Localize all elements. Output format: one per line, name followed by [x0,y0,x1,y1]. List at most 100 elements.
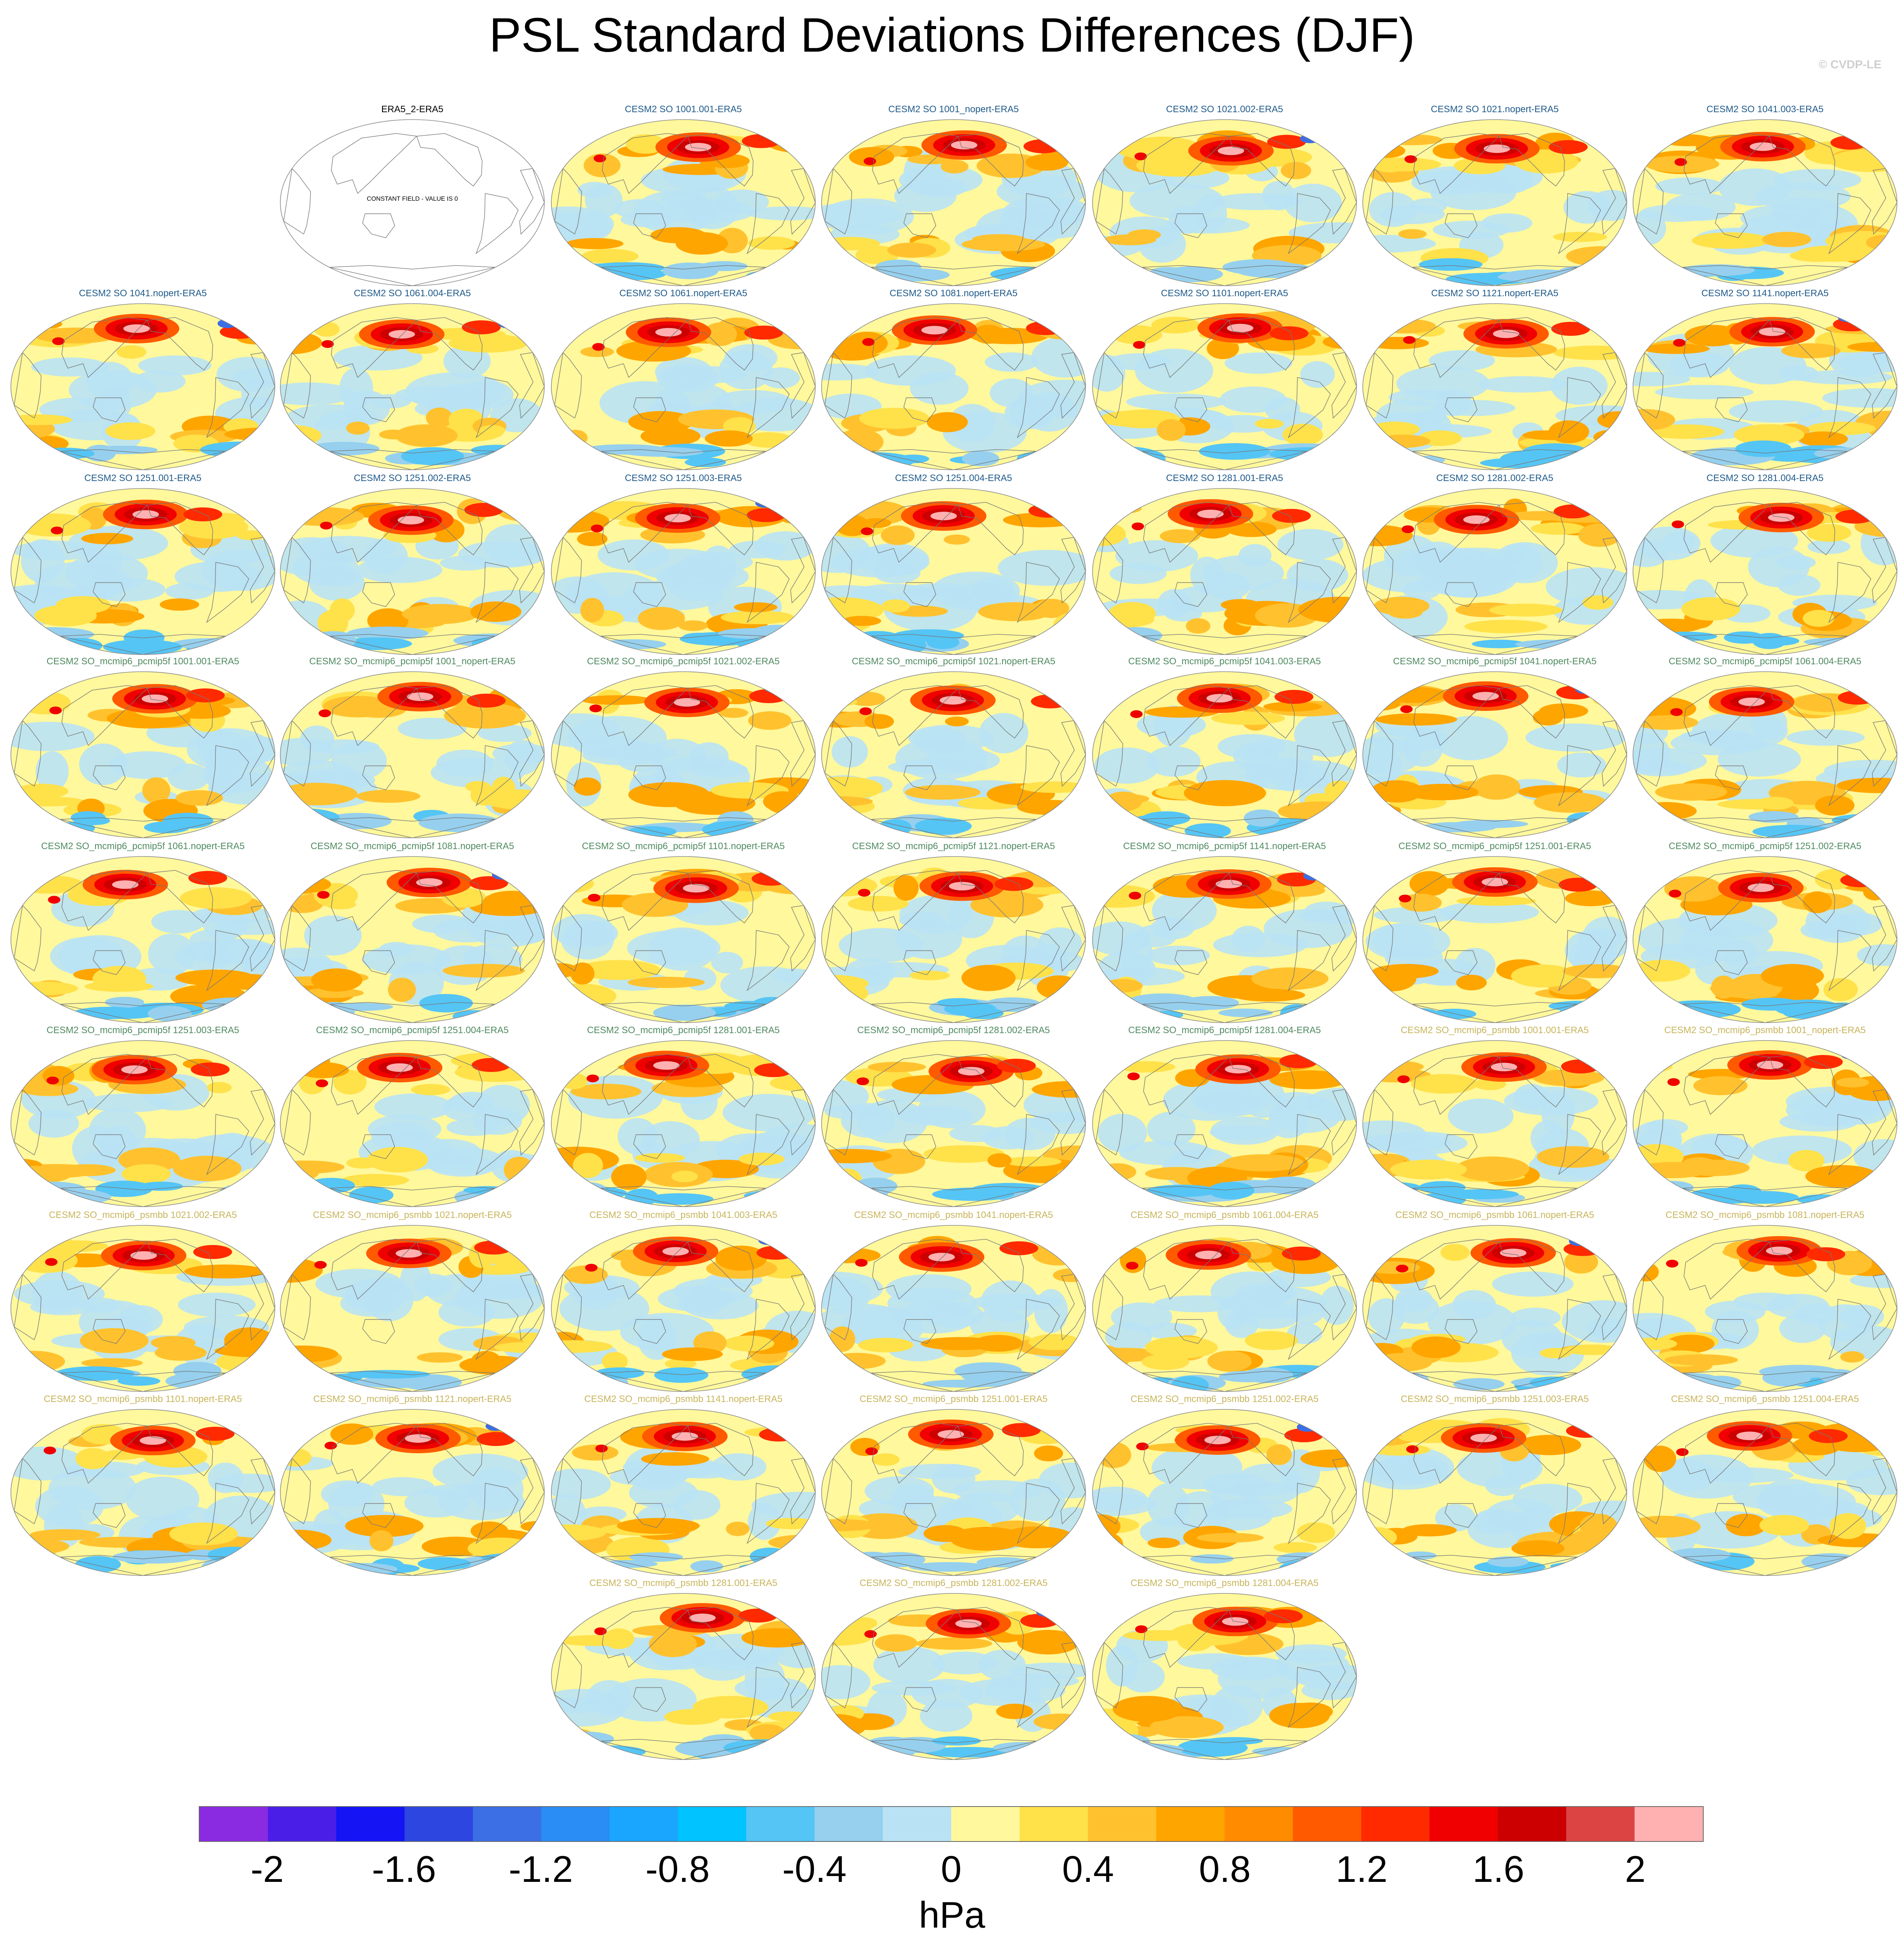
map-panel-title: CESM2 SO_mcmip6_pcmip5f 1251.004-ERA5 [316,1025,509,1035]
colorbar-swatch [746,1807,815,1841]
map-panel-title: CESM2 SO_mcmip6_pcmip5f 1021.002-ERA5 [587,656,780,667]
map-panel-plot [7,485,279,658]
map-panel: CESM2 SO 1251.001-ERA5 [7,473,279,658]
map-panel-plot [1629,116,1901,289]
map-panel-plot [7,1222,279,1395]
colorbar [199,1806,1704,1842]
map-panel-plot [1359,853,1631,1026]
map-panel-plot [818,1037,1089,1210]
map-panel: CESM2 SO_mcmip6_psmbb 1061.nopert-ERA5 [1359,1210,1631,1395]
map-panel-plot [547,485,819,658]
map-panel-title: CESM2 SO 1251.003-ERA5 [625,473,742,483]
map-panel: CESM2 SO 1021.002-ERA5 [1089,104,1360,289]
map-panel: CESM2 SO 1281.002-ERA5 [1359,473,1631,658]
map-panel-plot [7,669,279,841]
map-panel-title: CESM2 SO 1281.002-ERA5 [1436,473,1553,483]
map-panel-title: CESM2 SO 1141.nopert-ERA5 [1701,288,1829,299]
map-panel-plot [276,485,548,658]
map-panel: CESM2 SO 1041.003-ERA5 [1629,104,1901,289]
map-panel: CESM2 SO_mcmip6_psmbb 1281.001-ERA5 [547,1578,819,1763]
credit-watermark: © CVDP-LE [1818,58,1881,71]
map-panel-title: CESM2 SO 1061.nopert-ERA5 [619,288,747,299]
colorbar-tick-label: 0 [941,1848,962,1890]
map-panel: CESM2 SO 1121.nopert-ERA5 [1359,288,1631,473]
map-panel-title: CESM2 SO 1281.001-ERA5 [1166,473,1283,483]
map-panel-title: CESM2 SO_mcmip6_psmbb 1041.nopert-ERA5 [854,1210,1053,1220]
colorbar-swatch [473,1807,541,1841]
map-panel: CESM2 SO_mcmip6_pcmip5f 1281.002-ERA5 [818,1025,1089,1210]
map-panel-title: CESM2 SO_mcmip6_pcmip5f 1061.004-ERA5 [1668,656,1862,667]
map-panel-title: CESM2 SO_mcmip6_psmbb 1121.nopert-ERA5 [313,1394,512,1404]
map-panel-title: CESM2 SO 1001.001-ERA5 [625,104,742,115]
map-panel-title: CESM2 SO 1251.001-ERA5 [84,473,202,483]
map-panel-title: CESM2 SO 1021.nopert-ERA5 [1431,104,1559,115]
colorbar-swatch [883,1807,951,1841]
map-panel: CESM2 SO_mcmip6_pcmip5f 1001.001-ERA5 [7,656,279,841]
colorbar-swatch [1430,1807,1498,1841]
map-panel-plot [7,1406,279,1579]
map-panel: ERA5_2-ERA5 CONSTANT FIELD - VALUE IS 0 [276,104,548,289]
colorbar-swatch [1156,1807,1225,1841]
map-panel: CESM2 SO 1061.nopert-ERA5 [547,288,819,473]
map-panel-title: CESM2 SO_mcmip6_pcmip5f 1101.nopert-ERA5 [582,841,785,851]
map-panel-title: CESM2 SO_mcmip6_pcmip5f 1121.nopert-ERA5 [852,841,1055,851]
map-panel-plot [818,669,1089,841]
colorbar-swatch [678,1807,746,1841]
colorbar-swatch [1498,1807,1566,1841]
map-panel-title: CESM2 SO_mcmip6_psmbb 1101.nopert-ERA5 [43,1394,242,1404]
colorbar-swatch [1293,1807,1361,1841]
colorbar-tick-label: 2 [1625,1848,1646,1890]
map-panel: CESM2 SO_mcmip6_psmbb 1061.004-ERA5 [1089,1210,1360,1395]
map-panel-plot [1089,301,1360,473]
map-panel: CESM2 SO 1281.004-ERA5 [1629,473,1901,658]
colorbar-swatch [815,1807,883,1841]
map-panel-plot [276,669,548,841]
map-panel-plot [1629,301,1901,473]
colorbar-swatch [1635,1807,1703,1841]
map-panel-plot [276,116,548,289]
map-panel-plot [1629,485,1901,658]
map-panel-plot [818,1590,1089,1763]
map-panel-plot [547,669,819,841]
map-panel-title: CESM2 SO_mcmip6_psmbb 1061.004-ERA5 [1130,1210,1319,1220]
map-panel-title: CESM2 SO_mcmip6_psmbb 1281.001-ERA5 [589,1578,778,1588]
map-panel: CESM2 SO 1141.nopert-ERA5 [1629,288,1901,473]
map-panel-title: CESM2 SO 1251.002-ERA5 [354,473,471,483]
map-panel: CESM2 SO_mcmip6_pcmip5f 1061.004-ERA5 [1629,656,1901,841]
map-panel-plot [1089,1222,1360,1395]
map-panel-plot [547,301,819,473]
map-panel: CESM2 SO_mcmip6_psmbb 1281.004-ERA5 [1089,1578,1360,1763]
map-panel-plot [1629,853,1901,1026]
map-panel-plot [1629,1037,1901,1210]
map-panel-plot [1359,1406,1631,1579]
map-panel-title: CESM2 SO_mcmip6_pcmip5f 1281.001-ERA5 [587,1025,780,1035]
map-panel-title: CESM2 SO 1121.nopert-ERA5 [1431,288,1558,299]
colorbar-tick-label: -1.6 [372,1848,436,1890]
map-panel-plot [1359,485,1631,658]
map-panel: CESM2 SO_mcmip6_pcmip5f 1251.003-ERA5 [7,1025,279,1210]
map-panel-title: CESM2 SO_mcmip6_pcmip5f 1251.001-ERA5 [1398,841,1591,851]
map-panel-plot [1629,669,1901,841]
map-panel: CESM2 SO_mcmip6_psmbb 1001_nopert-ERA5 [1629,1025,1901,1210]
map-panel-plot [276,1037,548,1210]
colorbar-swatch [1020,1807,1088,1841]
map-panel-plot [276,1222,548,1395]
map-panel-title: CESM2 SO_mcmip6_psmbb 1141.nopert-ERA5 [584,1394,783,1404]
map-panel: CESM2 SO_mcmip6_pcmip5f 1021.nopert-ERA5 [818,656,1089,841]
map-panel-title: CESM2 SO 1281.004-ERA5 [1706,473,1824,483]
map-panel-title: CESM2 SO 1001_nopert-ERA5 [888,104,1019,115]
map-panel-plot [276,853,548,1026]
colorbar-tick-label: -1.2 [509,1848,573,1890]
map-panel-plot [7,1037,279,1210]
map-panel-plot [1359,116,1631,289]
colorbar-swatch [541,1807,610,1841]
map-panel-title: CESM2 SO_mcmip6_pcmip5f 1281.004-ERA5 [1128,1025,1321,1035]
map-panel-title: CESM2 SO_mcmip6_pcmip5f 1081.nopert-ERA5 [310,841,514,851]
colorbar-tick-label: 0.8 [1199,1848,1251,1890]
map-panel-plot [547,1590,819,1763]
map-panel-title: CESM2 SO_mcmip6_pcmip5f 1021.nopert-ERA5 [851,656,1056,667]
map-panel: CESM2 SO 1081.nopert-ERA5 [818,288,1089,473]
map-panel-title: CESM2 SO_mcmip6_psmbb 1281.004-ERA5 [1130,1578,1319,1588]
colorbar-swatch [200,1807,268,1841]
map-panel-plot [1359,301,1631,473]
